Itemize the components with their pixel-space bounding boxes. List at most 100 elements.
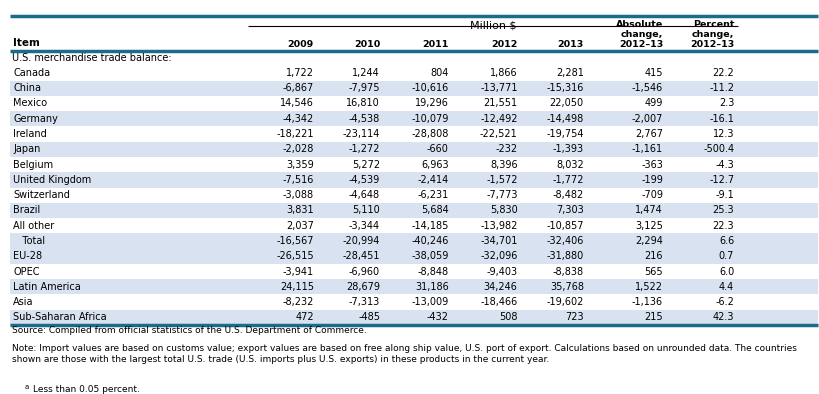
Bar	[10, 279, 817, 294]
Text: -32,406: -32,406	[545, 236, 583, 246]
Text: 22,050: 22,050	[549, 98, 583, 108]
Text: 2,294: 2,294	[635, 236, 663, 246]
Text: 2,281: 2,281	[555, 68, 583, 78]
Text: -1,161: -1,161	[631, 144, 663, 154]
Text: 2,767: 2,767	[634, 129, 663, 139]
Text: -40,246: -40,246	[411, 236, 448, 246]
Text: -199: -199	[640, 175, 663, 185]
Text: Absolute
change,
2012–13: Absolute change, 2012–13	[615, 20, 663, 49]
Text: Percent
change,
2012–13: Percent change, 2012–13	[689, 20, 733, 49]
Text: -4,539: -4,539	[348, 175, 380, 185]
Text: 415: 415	[644, 68, 663, 78]
Text: -10,616: -10,616	[411, 83, 448, 93]
Text: -3,344: -3,344	[349, 221, 380, 231]
Text: 22.3: 22.3	[712, 221, 733, 231]
Text: -14,185: -14,185	[411, 221, 448, 231]
Text: 5,110: 5,110	[352, 205, 380, 216]
Text: Million $: Million $	[469, 20, 515, 30]
Bar	[10, 264, 817, 279]
Text: -7,773: -7,773	[486, 190, 517, 200]
Text: -1,546: -1,546	[631, 83, 663, 93]
Text: -9.1: -9.1	[715, 190, 733, 200]
Text: -10,079: -10,079	[411, 114, 448, 124]
Text: 5,272: 5,272	[351, 160, 380, 169]
Text: -4.3: -4.3	[715, 160, 733, 169]
Text: 14,546: 14,546	[279, 98, 314, 108]
Text: -32,096: -32,096	[480, 251, 517, 261]
Text: 1,722: 1,722	[286, 68, 314, 78]
Text: 3,125: 3,125	[635, 221, 663, 231]
Text: -2,007: -2,007	[631, 114, 663, 124]
Text: -6,867: -6,867	[283, 83, 314, 93]
Text: -6.2: -6.2	[714, 297, 733, 307]
Text: -8,232: -8,232	[282, 297, 314, 307]
Text: Brazil: Brazil	[13, 205, 40, 216]
Text: -22,521: -22,521	[479, 129, 517, 139]
Text: -10,857: -10,857	[545, 221, 583, 231]
Bar	[10, 80, 817, 96]
Text: -1,772: -1,772	[552, 175, 583, 185]
Bar	[10, 96, 817, 111]
Text: -2,028: -2,028	[282, 144, 314, 154]
Bar	[10, 126, 817, 142]
Text: 34,246: 34,246	[483, 282, 517, 292]
Text: -9,403: -9,403	[486, 267, 517, 277]
Text: -16,567: -16,567	[276, 236, 314, 246]
Text: -23,114: -23,114	[342, 129, 380, 139]
Bar	[10, 203, 817, 218]
Text: 16,810: 16,810	[346, 98, 380, 108]
Text: 5,830: 5,830	[489, 205, 517, 216]
Text: Mexico: Mexico	[13, 98, 48, 108]
Text: -15,316: -15,316	[545, 83, 583, 93]
Text: Germany: Germany	[13, 114, 58, 124]
Text: -12,492: -12,492	[479, 114, 517, 124]
Text: 2,037: 2,037	[286, 221, 314, 231]
Text: 1,866: 1,866	[489, 68, 517, 78]
Text: 1,244: 1,244	[352, 68, 380, 78]
Text: All other: All other	[13, 221, 54, 231]
Bar	[10, 294, 817, 310]
Text: 3,359: 3,359	[286, 160, 314, 169]
Text: Belgium: Belgium	[13, 160, 53, 169]
Text: -432: -432	[427, 312, 448, 322]
Bar	[10, 218, 817, 233]
Text: 2010: 2010	[354, 40, 380, 49]
Text: 508: 508	[499, 312, 517, 322]
Text: 35,768: 35,768	[550, 282, 583, 292]
Text: 3,831: 3,831	[286, 205, 314, 216]
Text: 19,296: 19,296	[414, 98, 448, 108]
Text: -3,088: -3,088	[283, 190, 314, 200]
Text: -1,136: -1,136	[631, 297, 663, 307]
Text: 2.3: 2.3	[718, 98, 733, 108]
Text: 4.4: 4.4	[718, 282, 733, 292]
Text: 25.3: 25.3	[712, 205, 733, 216]
Text: -7,313: -7,313	[348, 297, 380, 307]
Text: Japan: Japan	[13, 144, 40, 154]
Text: 21,551: 21,551	[483, 98, 517, 108]
Text: -13,009: -13,009	[411, 297, 448, 307]
Text: -232: -232	[495, 144, 517, 154]
Text: -18,466: -18,466	[480, 297, 517, 307]
Text: 472: 472	[295, 312, 314, 322]
Text: -2,414: -2,414	[417, 175, 448, 185]
Text: -28,451: -28,451	[342, 251, 380, 261]
Text: China: China	[13, 83, 41, 93]
Bar	[10, 65, 817, 80]
Text: -6,960: -6,960	[349, 267, 380, 277]
Text: 6,963: 6,963	[421, 160, 448, 169]
Bar	[10, 111, 817, 126]
Text: -38,059: -38,059	[411, 251, 448, 261]
Bar	[10, 157, 817, 172]
Text: -20,994: -20,994	[342, 236, 380, 246]
Text: -363: -363	[640, 160, 663, 169]
Text: -28,808: -28,808	[411, 129, 448, 139]
Text: 5,684: 5,684	[421, 205, 448, 216]
Text: -14,498: -14,498	[546, 114, 583, 124]
Text: 2009: 2009	[287, 40, 314, 49]
Text: EU-28: EU-28	[13, 251, 43, 261]
Text: Switzerland: Switzerland	[13, 190, 70, 200]
Text: 2011: 2011	[422, 40, 448, 49]
Bar	[10, 188, 817, 203]
Text: 565: 565	[644, 267, 663, 277]
Text: 0.7: 0.7	[718, 251, 733, 261]
